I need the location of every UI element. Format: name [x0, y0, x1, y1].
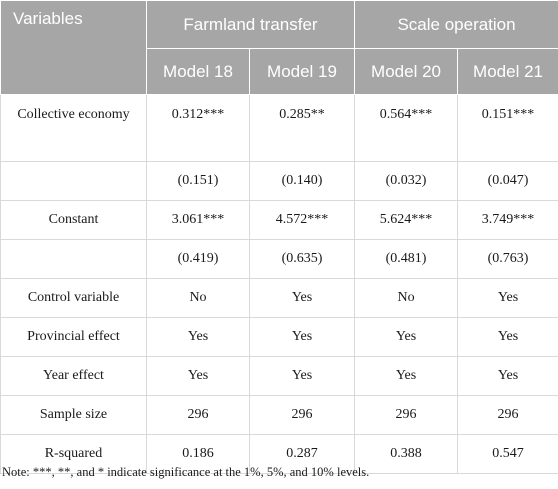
table-cell: (0.032) [354, 161, 459, 201]
table-row: Provincial effect Yes Yes Yes Yes [0, 317, 558, 357]
table-cell: 296 [146, 395, 250, 435]
table-cell: Yes [457, 356, 558, 396]
row-label: Provincial effect [0, 317, 147, 357]
row-label: Collective economy [0, 94, 147, 162]
row-label [0, 239, 147, 279]
group-header-farmland-transfer: Farmland transfer [145, 0, 356, 49]
regression-table: Variables Farmland transfer Scale operat… [0, 0, 558, 474]
table-cell: 0.285** [248, 94, 356, 162]
table-cell: (0.419) [146, 239, 250, 279]
table-cell: Yes [248, 317, 356, 357]
table-cell: (0.763) [457, 239, 558, 279]
table-cell: Yes [457, 317, 558, 357]
table-cell: (0.140) [248, 161, 356, 201]
table-row: Year effect Yes Yes Yes Yes [0, 356, 558, 396]
table-cell: Yes [457, 278, 558, 318]
table-row: Control variable No Yes No Yes [0, 278, 558, 318]
table-cell: Yes [146, 356, 250, 396]
table-cell: 4.572*** [248, 200, 356, 240]
row-label: Constant [0, 200, 147, 240]
table-cell: 3.061*** [146, 200, 250, 240]
table-cell: 296 [248, 395, 356, 435]
row-label: Control variable [0, 278, 147, 318]
model-header: Model 18 [146, 48, 250, 95]
row-label: R-squared [0, 434, 147, 474]
model-header: Model 19 [248, 48, 356, 95]
table-cell: (0.047) [457, 161, 558, 201]
table-cell: (0.151) [146, 161, 250, 201]
row-label: Year effect [0, 356, 147, 396]
table-row: (0.151) (0.140) (0.032) (0.047) [0, 161, 558, 201]
table-cell: (0.635) [248, 239, 356, 279]
group-header-scale-operation: Scale operation [354, 0, 558, 49]
table-cell: Yes [248, 356, 356, 396]
header-row-models: Model 18 Model 19 Model 20 Model 21 [1, 48, 558, 95]
table-cell: No [354, 278, 459, 318]
table-footnote: Note: ***, **, and * indicate significan… [2, 465, 370, 479]
table-cell: 3.749*** [457, 200, 558, 240]
table-cell: Yes [354, 356, 459, 396]
table-cell: Yes [354, 317, 459, 357]
table-body: Collective economy 0.312*** 0.285** 0.56… [0, 94, 558, 474]
table-cell: 0.312*** [146, 94, 250, 162]
model-header: Model 21 [457, 48, 558, 95]
table-row: R-squared 0.186 0.287 0.388 0.547 [0, 434, 558, 474]
table-cell: 0.564*** [354, 94, 459, 162]
variables-header: Variables [0, 0, 147, 95]
table-cell: 296 [354, 395, 459, 435]
table-cell: (0.481) [354, 239, 459, 279]
table-cell: 0.547 [457, 434, 558, 474]
table-cell: 5.624*** [354, 200, 459, 240]
header-row-groups: Variables Farmland transfer Scale operat… [0, 0, 558, 95]
table-cell: Yes [248, 278, 356, 318]
table-cell: 0.186 [146, 434, 250, 474]
row-label: Sample size [0, 395, 147, 435]
table-row: Constant 3.061*** 4.572*** 5.624*** 3.74… [0, 200, 558, 240]
table-row: (0.419) (0.635) (0.481) (0.763) [0, 239, 558, 279]
model-header: Model 20 [354, 48, 459, 95]
table-cell: 0.287 [248, 434, 356, 474]
table-cell: No [146, 278, 250, 318]
table-row: Sample size 296 296 296 296 [0, 395, 558, 435]
table-row: Collective economy 0.312*** 0.285** 0.56… [0, 94, 558, 162]
table-cell: 296 [457, 395, 558, 435]
table-cell: 0.388 [354, 434, 459, 474]
row-label [0, 161, 147, 201]
table-header: Variables Farmland transfer Scale operat… [0, 0, 558, 95]
table-cell: 0.151*** [457, 94, 558, 162]
table-cell: Yes [146, 317, 250, 357]
